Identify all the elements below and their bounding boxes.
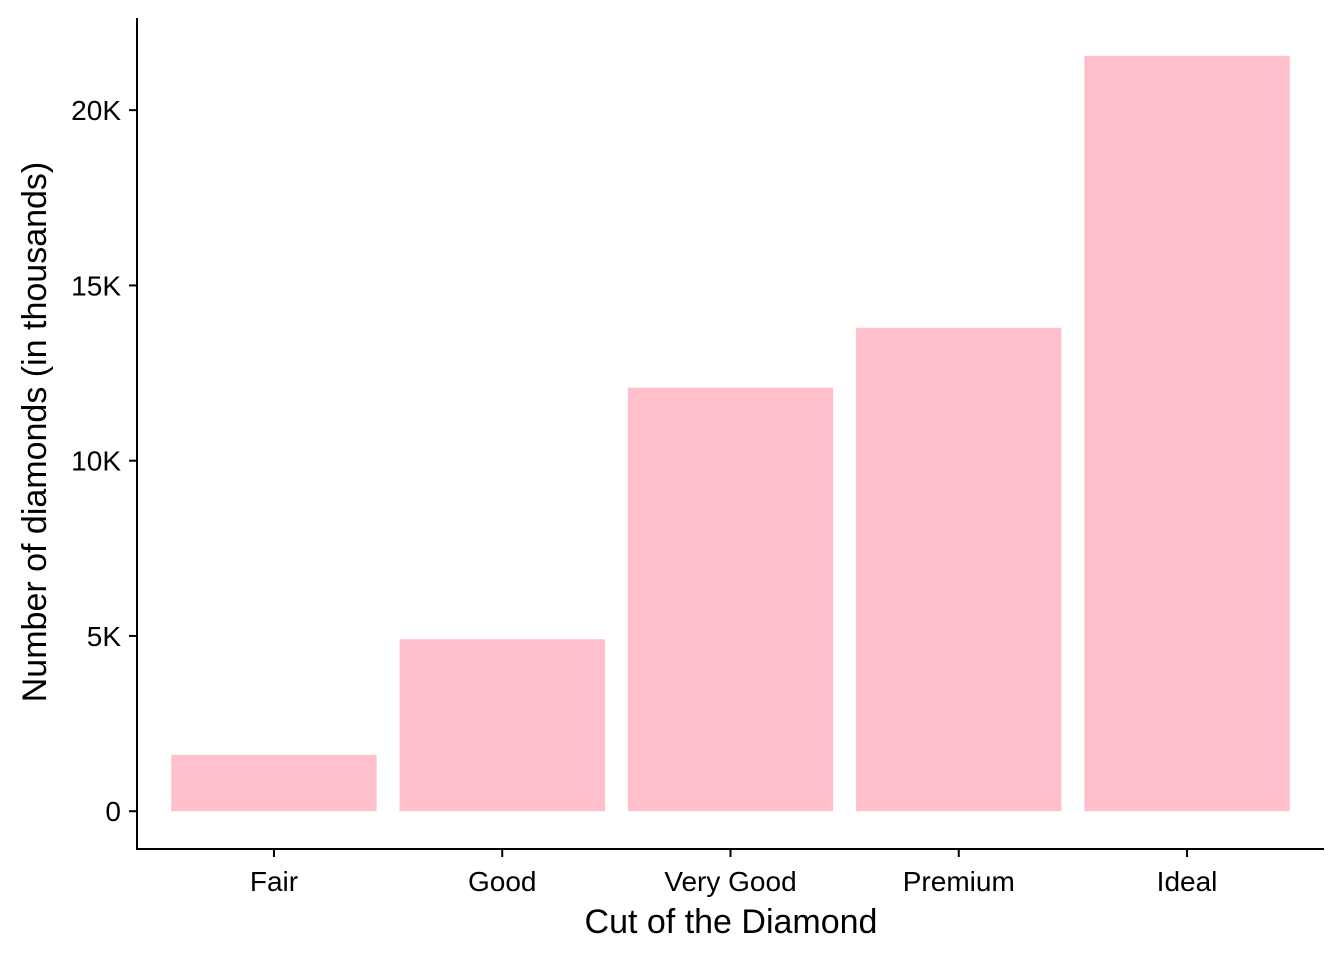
y-tick-label: 10K bbox=[71, 446, 121, 477]
bars-group bbox=[171, 55, 1290, 812]
y-tick-label: 0 bbox=[105, 796, 121, 827]
bar-very-good bbox=[627, 387, 834, 812]
bar-good bbox=[399, 639, 605, 812]
x-tick-label: Ideal bbox=[1157, 866, 1218, 897]
y-tick-label: 15K bbox=[71, 270, 121, 301]
x-tick-label: Good bbox=[468, 866, 537, 897]
x-tick-label: Fair bbox=[250, 866, 298, 897]
x-axis-title: Cut of the Diamond bbox=[585, 903, 878, 941]
y-tick-label: 5K bbox=[87, 621, 122, 652]
bar-premium bbox=[856, 327, 1062, 812]
y-ticks-group: 0 5K 10K 15K 20K bbox=[71, 95, 137, 827]
x-tick-label: Premium bbox=[903, 866, 1015, 897]
x-ticks-group: Fair Good Very Good Premium Ideal bbox=[250, 849, 1218, 897]
y-axis-title: Number of diamonds (in thousands) bbox=[16, 162, 54, 703]
bar-ideal bbox=[1084, 55, 1290, 812]
x-tick-label: Very Good bbox=[664, 866, 796, 897]
bar-fair bbox=[171, 754, 377, 812]
y-tick-label: 20K bbox=[71, 95, 121, 126]
